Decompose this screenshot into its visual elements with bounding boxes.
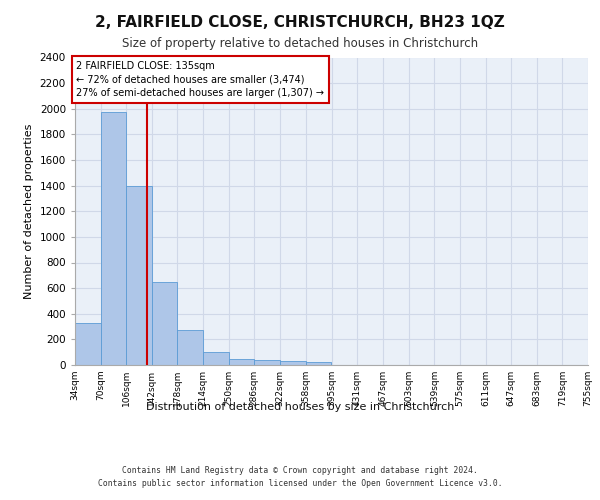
Bar bbox=[305, 362, 331, 365]
Bar bbox=[152, 282, 178, 365]
Bar bbox=[280, 360, 305, 365]
Text: 2 FAIRFIELD CLOSE: 135sqm
← 72% of detached houses are smaller (3,474)
27% of se: 2 FAIRFIELD CLOSE: 135sqm ← 72% of detac… bbox=[76, 62, 325, 98]
Bar bbox=[101, 112, 126, 365]
Bar bbox=[254, 360, 280, 365]
Text: 2, FAIRFIELD CLOSE, CHRISTCHURCH, BH23 1QZ: 2, FAIRFIELD CLOSE, CHRISTCHURCH, BH23 1… bbox=[95, 15, 505, 30]
Bar bbox=[229, 359, 254, 365]
Bar bbox=[203, 352, 229, 365]
Bar bbox=[178, 330, 203, 365]
Y-axis label: Number of detached properties: Number of detached properties bbox=[24, 124, 34, 299]
Bar bbox=[126, 186, 152, 365]
Bar bbox=[75, 324, 101, 365]
Text: Contains HM Land Registry data © Crown copyright and database right 2024.
Contai: Contains HM Land Registry data © Crown c… bbox=[98, 466, 502, 487]
Text: Distribution of detached houses by size in Christchurch: Distribution of detached houses by size … bbox=[146, 402, 454, 412]
Text: Size of property relative to detached houses in Christchurch: Size of property relative to detached ho… bbox=[122, 38, 478, 51]
